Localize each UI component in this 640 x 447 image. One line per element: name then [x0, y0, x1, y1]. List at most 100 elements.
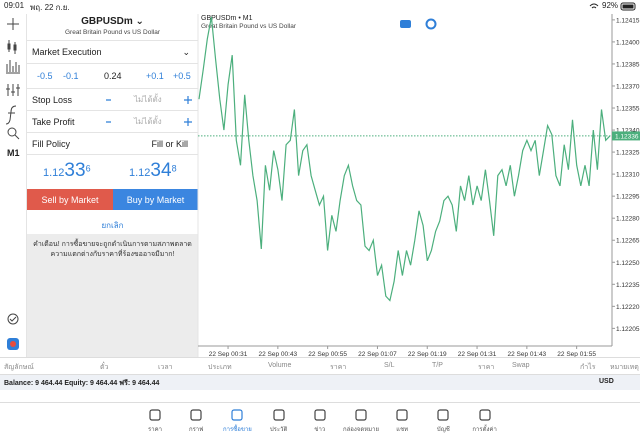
status-time: 09:01 [4, 1, 25, 10]
y-tick-label: 1.12310 [616, 172, 640, 179]
bid-big: 33 [64, 160, 86, 181]
timeframe[interactable]: M1 [7, 148, 20, 158]
volume-step[interactable]: -0.1 [63, 71, 79, 81]
symbol[interactable]: GBPUSDm ⌄ [81, 16, 144, 27]
toolbar-bottom-icons[interactable] [4, 310, 24, 354]
toolbar-icons[interactable] [0, 14, 27, 314]
sl-tp-buttons[interactable] [27, 89, 198, 133]
tab-icon-shape [149, 409, 161, 421]
table-header: ตั๋ว [100, 364, 109, 371]
table-header: สัญลักษณ์ [4, 364, 34, 371]
volume-row: -0.5 -0.1 0.24 +0.1 +0.5 [27, 64, 198, 89]
tab-icon[interactable] [272, 408, 286, 422]
tab-label[interactable]: กล่องจดหมาย [342, 427, 380, 433]
table-header: หมายเหตุ [610, 364, 639, 371]
tab-icon-shape [478, 409, 491, 421]
tab-icon-shape [437, 409, 449, 421]
take-profit-row: Take Profit ไม่ได้ตั้ง [27, 111, 198, 133]
x-tick-label: 22 Sep 01:07 [358, 351, 397, 358]
execution-row[interactable]: Market Execution ⌄ [27, 40, 198, 64]
y-tick-label: 1.12235 [616, 282, 640, 289]
table-header: ราคา [330, 364, 347, 371]
execution-type[interactable]: Market Execution [32, 47, 102, 57]
chart-button[interactable] [425, 18, 437, 30]
tab-icon[interactable] [148, 408, 162, 422]
x-tick-label: 22 Sep 00:31 [209, 351, 248, 358]
take-profit-label: Take Profit [32, 116, 75, 127]
table-header: Swap [512, 362, 530, 369]
stop-loss-label: Stop Loss [32, 94, 73, 105]
y-tick-label: 1.12415 [616, 17, 640, 24]
buy-button[interactable]: Buy by Market [113, 189, 198, 210]
fill-policy-row[interactable]: Fill Policy Fill or Kill [27, 133, 198, 155]
left-toolbar [0, 14, 27, 357]
y-tick-label: 1.12400 [616, 39, 640, 46]
tab-label[interactable]: การซื้อขาย [222, 427, 252, 433]
y-tick-label: 1.12280 [616, 216, 640, 223]
tab-label[interactable]: แชท [396, 427, 409, 433]
account-currency: USD [599, 378, 614, 385]
table-header: T/P [432, 362, 443, 369]
chart-button[interactable] [400, 20, 411, 28]
tab-label[interactable]: ราคา [148, 427, 162, 433]
ask-big: 34 [150, 160, 172, 181]
cancel-button[interactable]: ยกเลิก [101, 221, 124, 230]
tab-icon-shape [190, 409, 202, 421]
fill-policy-value[interactable]: Fill or Kill [151, 138, 188, 149]
tab-icon-shape [272, 409, 285, 421]
tab-icon[interactable] [478, 408, 492, 422]
x-tick-label: 22 Sep 01:55 [557, 351, 596, 358]
sell-button[interactable]: Sell by Market [27, 189, 113, 210]
price-chart: 1.12415 1.12400 1.12385 1.12370 1.12355 1.123… [197, 14, 640, 358]
chart-title: GBPUSDm • M1 [201, 15, 253, 22]
x-tick-label: 22 Sep 00:55 [308, 351, 347, 358]
table-header: เวลา [158, 364, 173, 371]
table-header: Volume [268, 362, 292, 369]
tab-icon-shape [355, 409, 367, 421]
y-tick-label: 1.12385 [616, 61, 640, 68]
battery-level: 92% [602, 1, 619, 10]
symbol-description: Great Britain Pound vs US Dollar [64, 29, 160, 36]
tab-icon[interactable] [354, 408, 368, 422]
tab-label[interactable]: ข่าว [314, 427, 326, 433]
volume-step[interactable]: -0.5 [37, 71, 53, 81]
x-tick-label: 22 Sep 01:43 [508, 351, 547, 358]
table-header: ราคา [478, 364, 495, 371]
y-tick-label: 1.12370 [616, 83, 640, 90]
stop-loss-value[interactable]: ไม่ได้ตั้ง [134, 95, 162, 104]
tab-icon[interactable] [395, 408, 409, 422]
tab-label[interactable]: บัญชี [436, 427, 450, 433]
volume[interactable]: 0.24 [104, 71, 122, 81]
y-tick-label: 1.12220 [616, 304, 640, 311]
tab-label[interactable]: กราฟ [188, 427, 204, 433]
tab-icon-shape [396, 409, 408, 421]
ask-price: 1.12348 [129, 160, 177, 182]
current-price-label: 1.12336 [615, 133, 639, 140]
tab-label[interactable]: การตั้งค่า [472, 427, 497, 433]
status-date: พฤ. 22 ก.ย. [30, 3, 70, 12]
tab-icon[interactable] [313, 408, 327, 422]
bid-pre: 1.12 [43, 167, 65, 179]
tab-icon[interactable] [230, 408, 244, 422]
table-header: ประเภท [208, 364, 232, 371]
account-bar [0, 375, 640, 390]
ask-sup: 8 [171, 163, 177, 174]
chart-subtitle: Great Britain Pound vs US Dollar [201, 23, 297, 30]
account-summary: Balance: 9 464.44 Equity: 9 464.44 ฟรี: … [4, 380, 160, 387]
volume-step[interactable]: +0.1 [146, 71, 164, 81]
y-tick-label: 1.12205 [616, 326, 640, 333]
volume-step[interactable]: +0.5 [173, 71, 191, 81]
ask-pre: 1.12 [129, 167, 151, 179]
tab-icon[interactable] [189, 408, 203, 422]
warning-text: คำเตือน! การซื้อขายจะถูกดำเนินการตามสภาพ… [33, 241, 192, 258]
positions-header [0, 357, 640, 375]
take-profit-value[interactable]: ไม่ได้ตั้ง [134, 117, 162, 126]
symbol-name[interactable]: GBPUSDm [81, 16, 133, 27]
tab-label[interactable]: ประวัติ [269, 427, 288, 433]
table-header: กำไร [580, 364, 596, 371]
y-tick-label: 1.12295 [616, 194, 640, 201]
tab-icon-shape [231, 409, 243, 421]
x-tick-label: 22 Sep 01:31 [458, 351, 497, 358]
tab-icon[interactable] [436, 408, 450, 422]
stop-loss-row: Stop Loss ไม่ได้ตั้ง [27, 89, 198, 111]
